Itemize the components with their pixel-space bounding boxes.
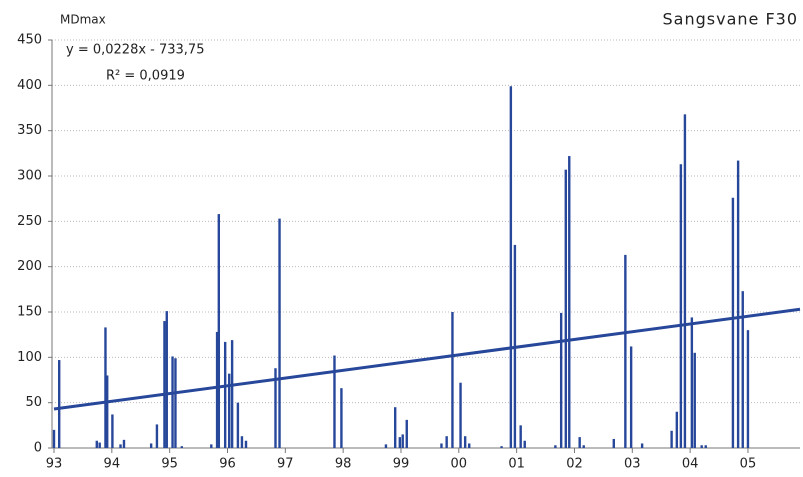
x-tick-label: 97 <box>277 457 294 472</box>
bar <box>468 443 471 448</box>
y-tick-label: 0 <box>34 441 42 456</box>
y-tick-label: 450 <box>17 33 42 48</box>
bar <box>629 346 633 448</box>
bar <box>236 402 240 448</box>
bar <box>736 160 740 448</box>
bar <box>230 340 234 448</box>
bar <box>223 341 227 448</box>
bar <box>333 355 336 448</box>
bar <box>624 254 627 448</box>
bar <box>104 327 107 448</box>
bar <box>340 388 343 448</box>
bar <box>670 430 673 448</box>
x-tick-label: 93 <box>46 457 63 472</box>
bar <box>278 218 281 448</box>
x-tick-label: 01 <box>508 457 525 472</box>
bar <box>384 444 388 448</box>
y-tick-label: 50 <box>25 395 42 410</box>
x-tick-label: 94 <box>104 457 121 472</box>
chart-title: Sangsvane F30 <box>663 10 799 29</box>
bar <box>111 414 114 448</box>
bar <box>523 440 526 448</box>
bar <box>568 156 571 448</box>
bar <box>704 445 707 448</box>
bar <box>675 411 679 448</box>
bar <box>210 444 213 448</box>
trend-line <box>53 307 801 411</box>
y-tick-label: 250 <box>17 214 42 229</box>
bar <box>559 312 563 448</box>
bar <box>274 368 277 448</box>
bar <box>612 438 615 448</box>
bar <box>445 436 448 448</box>
y-tick-label: 400 <box>17 78 42 93</box>
bar <box>52 429 56 448</box>
bar <box>746 330 750 448</box>
x-tick-label: 96 <box>219 457 236 472</box>
bar <box>459 382 462 448</box>
y-tick-label: 200 <box>17 259 42 274</box>
x-tick-label: 04 <box>682 457 699 472</box>
bar <box>640 443 644 448</box>
bar <box>401 434 404 448</box>
bar <box>554 445 557 448</box>
bar <box>463 436 467 448</box>
trend-r-squared: R² = 0,0919 <box>106 69 185 84</box>
bar <box>451 312 454 448</box>
bar <box>106 375 109 448</box>
bar <box>393 407 397 448</box>
bar <box>519 425 522 448</box>
bar <box>122 439 126 448</box>
bar <box>683 114 687 448</box>
y-axis-label: MDmax <box>60 13 106 27</box>
bar <box>217 214 221 448</box>
bar <box>171 356 174 448</box>
x-tick-label: 95 <box>161 457 178 472</box>
bar <box>215 331 219 448</box>
y-tick-label: 150 <box>17 305 42 320</box>
bar <box>405 419 408 448</box>
bar <box>163 321 166 448</box>
trend-equation: y = 0,0228x - 733,75 <box>66 43 204 58</box>
bar <box>578 437 581 448</box>
bar <box>174 358 177 448</box>
bar <box>741 291 744 448</box>
bar <box>58 360 61 448</box>
bar <box>440 443 443 448</box>
bar <box>731 197 735 448</box>
bar <box>240 436 244 448</box>
bar <box>165 311 168 448</box>
bar <box>180 446 184 448</box>
y-tick-label: 100 <box>17 350 42 365</box>
bar <box>95 440 98 448</box>
bar <box>244 440 248 448</box>
x-tick-label: 02 <box>566 457 583 472</box>
x-tick-label: 03 <box>624 457 641 472</box>
bar <box>228 373 231 448</box>
y-tick-label: 350 <box>17 123 42 138</box>
bar <box>509 86 513 449</box>
bar <box>690 317 694 448</box>
bar <box>155 424 159 448</box>
bar <box>398 437 402 448</box>
bar <box>564 169 567 449</box>
y-tick-label: 300 <box>17 169 42 184</box>
bar <box>149 443 153 448</box>
bar <box>693 352 696 448</box>
x-tick-label: 99 <box>393 457 410 472</box>
bar <box>500 446 503 448</box>
bar <box>119 444 122 448</box>
bar <box>582 445 585 448</box>
x-tick-label: 98 <box>335 457 352 472</box>
bar <box>98 442 101 448</box>
x-tick-label: 05 <box>740 457 757 472</box>
bar <box>700 445 703 448</box>
x-tick-label: 00 <box>451 457 468 472</box>
bar <box>679 164 683 449</box>
